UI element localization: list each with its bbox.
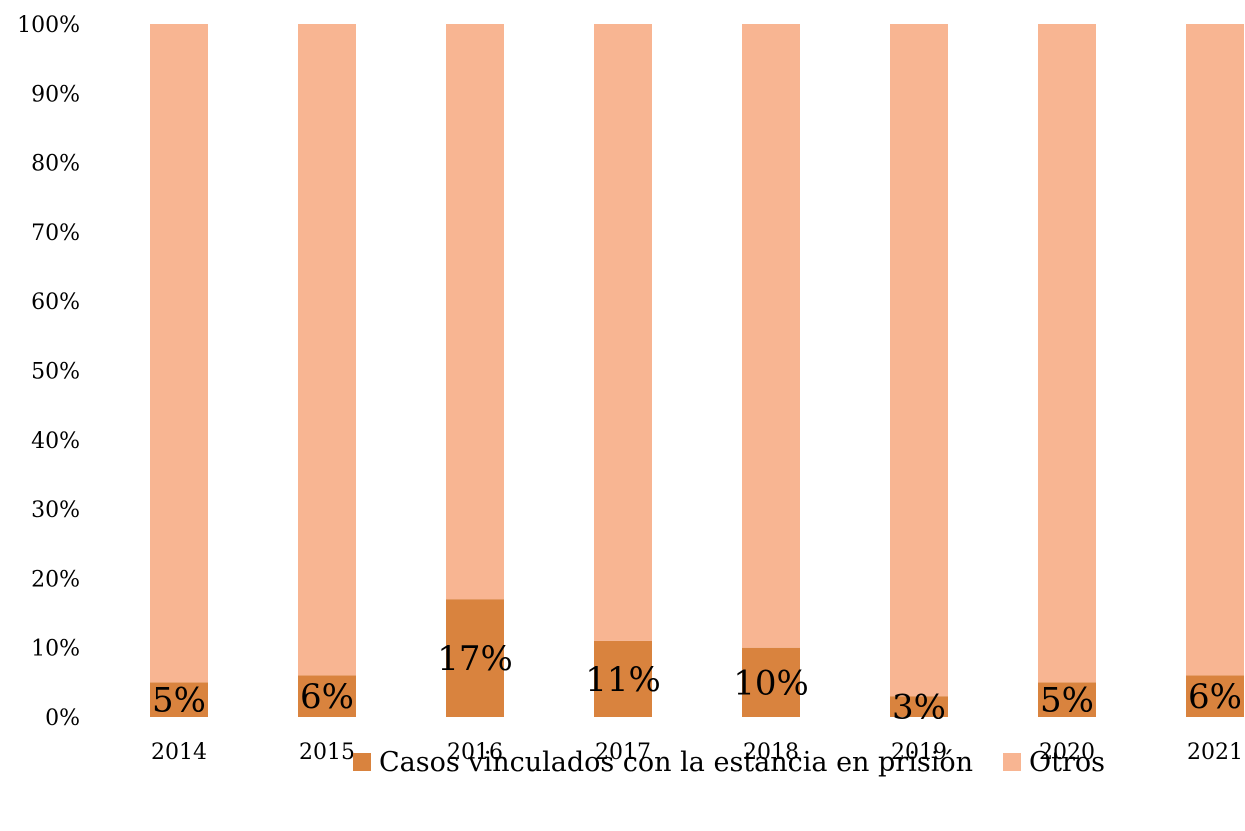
- bar-casos: [1186, 675, 1244, 717]
- x-axis-ticks: 2014 2015 2016 2017 2018 2019 2020 2021: [151, 740, 1243, 765]
- y-tick-label: 60%: [31, 290, 80, 315]
- y-tick-label: 80%: [31, 152, 80, 177]
- data-label: 3%: [892, 688, 946, 728]
- legend-label-casos: Casos vinculados con la estancia en pris…: [379, 746, 973, 778]
- bars: [150, 24, 1244, 717]
- bar-otros: [742, 24, 800, 648]
- x-tick-label: 2020: [1039, 740, 1095, 765]
- x-tick-label: 2016: [447, 740, 503, 765]
- y-tick-label: 40%: [31, 429, 80, 454]
- legend: Casos vinculados con la estancia en pris…: [0, 742, 1245, 782]
- x-tick-label: 2014: [151, 740, 207, 765]
- bar-casos: [150, 682, 208, 717]
- legend-label-otros: Otros: [1029, 746, 1106, 778]
- y-tick-label: 10%: [31, 637, 80, 662]
- data-label: 6%: [1188, 677, 1242, 717]
- data-label: 5%: [1040, 681, 1094, 721]
- legend-item-otros: Otros: [1003, 742, 1105, 782]
- x-tick-label: 2021: [1187, 740, 1243, 765]
- bar-otros: [1038, 24, 1096, 683]
- data-label: 6%: [300, 677, 354, 717]
- legend-swatch-casos: [353, 753, 371, 771]
- bar-otros: [298, 24, 356, 676]
- x-tick-label: 2017: [595, 740, 651, 765]
- y-tick-label: 30%: [31, 498, 80, 523]
- bar-otros: [1186, 24, 1244, 676]
- x-tick-label: 2018: [743, 740, 799, 765]
- legend-swatch-otros: [1003, 753, 1021, 771]
- bar-otros: [446, 24, 504, 600]
- y-tick-label: 20%: [31, 567, 80, 592]
- legend-item-casos: Casos vinculados con la estancia en pris…: [353, 742, 973, 782]
- bar-otros: [890, 24, 948, 697]
- bar-casos: [594, 640, 652, 717]
- x-tick-label: 2019: [891, 740, 947, 765]
- y-tick-label: 90%: [31, 82, 80, 107]
- bar-otros: [150, 24, 208, 683]
- bar-casos: [742, 647, 800, 717]
- data-label: 5%: [152, 681, 206, 721]
- y-tick-label: 50%: [31, 360, 80, 385]
- bar-casos: [298, 675, 356, 717]
- y-tick-label: 100%: [17, 13, 80, 38]
- data-labels: 5% 6% 17% 11% 10% 3% 5% 6%: [152, 639, 1242, 728]
- x-tick-label: 2015: [299, 740, 355, 765]
- data-label: 17%: [437, 639, 513, 679]
- bar-otros: [594, 24, 652, 641]
- y-tick-label: 70%: [31, 221, 80, 246]
- y-tick-label: 0%: [45, 706, 80, 731]
- data-label: 10%: [733, 663, 809, 703]
- y-axis-ticks: 0% 10% 20% 30% 40% 50% 60% 70% 80% 90% 100%: [17, 13, 80, 731]
- data-label: 11%: [585, 660, 661, 700]
- bar-casos: [890, 696, 948, 717]
- bar-casos: [1038, 682, 1096, 717]
- bar-casos: [446, 599, 504, 717]
